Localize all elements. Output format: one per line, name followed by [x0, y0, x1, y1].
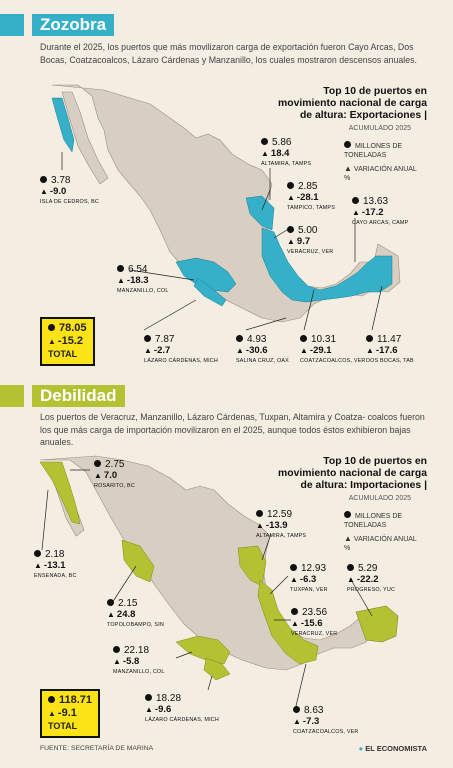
port-label: 8.63 ▲ -7.3 COATZACOALCOS, VER — [293, 705, 359, 735]
section1-intro: Durante el 2025, los puertos que más mov… — [40, 42, 417, 65]
brand-logo: ● EL ECONOMISTA — [358, 744, 427, 753]
port-label: 23.56 ▲ -15.6 VERACRUZ, VER — [291, 607, 338, 637]
port-label: 2.85 ▲ -28.1 TAMPICO, TAMPS — [287, 181, 336, 211]
source-note: FUENTE: SECRETARÍA DE MARINA — [40, 745, 154, 752]
section1-chart-title: Top 10 de puertos en movimiento nacional… — [278, 86, 427, 121]
section2-title: Debilidad — [32, 385, 125, 407]
triangle-icon: ▲ — [344, 164, 352, 173]
port-label: 5.86 ▲ 18.4 ALTAMIRA, TAMPS — [261, 137, 312, 167]
port-label: 5.29 ▲ -22.2 PROGRESO, YUC — [347, 563, 396, 593]
section1-title: Zozobra — [32, 14, 115, 36]
port-label: 11.47 ▲ -17.6 DOS BOCAS, TAB — [366, 334, 414, 364]
port-label: 2.18 ▲ -13.1 ENSENADA, BC — [34, 549, 77, 579]
highlight-imports — [39, 461, 399, 681]
port-label: 7.87 ▲ -2.7 LÁZARO CÁRDENAS, MICH — [144, 334, 218, 364]
section2-header-bar — [0, 385, 24, 407]
port-label: 22.18 ▲ -5.8 MANZANILLO, COL — [113, 645, 165, 675]
section1-header-bar — [0, 14, 24, 36]
port-label: 5.00 ▲ 9.7 VERACRUZ, VER — [287, 225, 334, 255]
section1-total-box: 78.05 ▲ -15.2 TOTAL — [40, 317, 95, 366]
port-label: 13.63 ▲ -17.2 CAYO ARCAS, CAMP — [352, 196, 409, 226]
port-label: 2.75 ▲ 7.0 ROSARITO, BC — [94, 459, 135, 489]
port-label: 12.93 ▲ -6.3 TUXPAN, VER — [290, 563, 328, 593]
port-label: 4.93 ▲ -30.6 SALINA CRUZ, OAX — [236, 334, 289, 364]
section1-legend: MILLONES DE TONELADAS ▲ VARIACIÓN ANUAL % — [344, 141, 417, 182]
circle-bullet-icon — [344, 141, 351, 148]
brand-dot-icon: ● — [358, 744, 364, 753]
section2-subtitle: ACUMULADO 2025 — [348, 495, 411, 502]
section1-subtitle: ACUMULADO 2025 — [348, 125, 411, 132]
port-label: 2.15 ▲ 24.8 TOPOLOBAMPO, SIN — [107, 598, 165, 628]
circle-bullet-icon — [344, 511, 351, 518]
section2-chart-title: Top 10 de puertos en movimiento nacional… — [278, 456, 427, 491]
port-label: 18.28 ▲ -9.6 LÁZARO CÁRDENAS, MICH — [145, 693, 219, 723]
triangle-icon: ▲ — [344, 534, 352, 543]
highlight-exports — [51, 97, 393, 307]
port-label: 3.78 ▲ -9.0 ISLA DE CEDROS, BC — [40, 175, 100, 205]
section2-intro: Los puertos de Veracruz, Manzanillo, Láz… — [40, 412, 425, 448]
port-label: 10.31 ▲ -29.1 COATZACOALCOS, VER — [300, 334, 366, 364]
port-label: 6.54 ▲ -18.3 MANZANILLO, COL — [117, 264, 169, 294]
port-label: 12.59 ▲ -13.9 ALTAMIRA, TAMPS — [256, 509, 307, 539]
section2-legend: MILLONES DE TONELADAS ▲ VARIACIÓN ANUAL % — [344, 511, 417, 552]
section2-total-box: 118.71 ▲ -9.1 TOTAL — [40, 689, 101, 738]
